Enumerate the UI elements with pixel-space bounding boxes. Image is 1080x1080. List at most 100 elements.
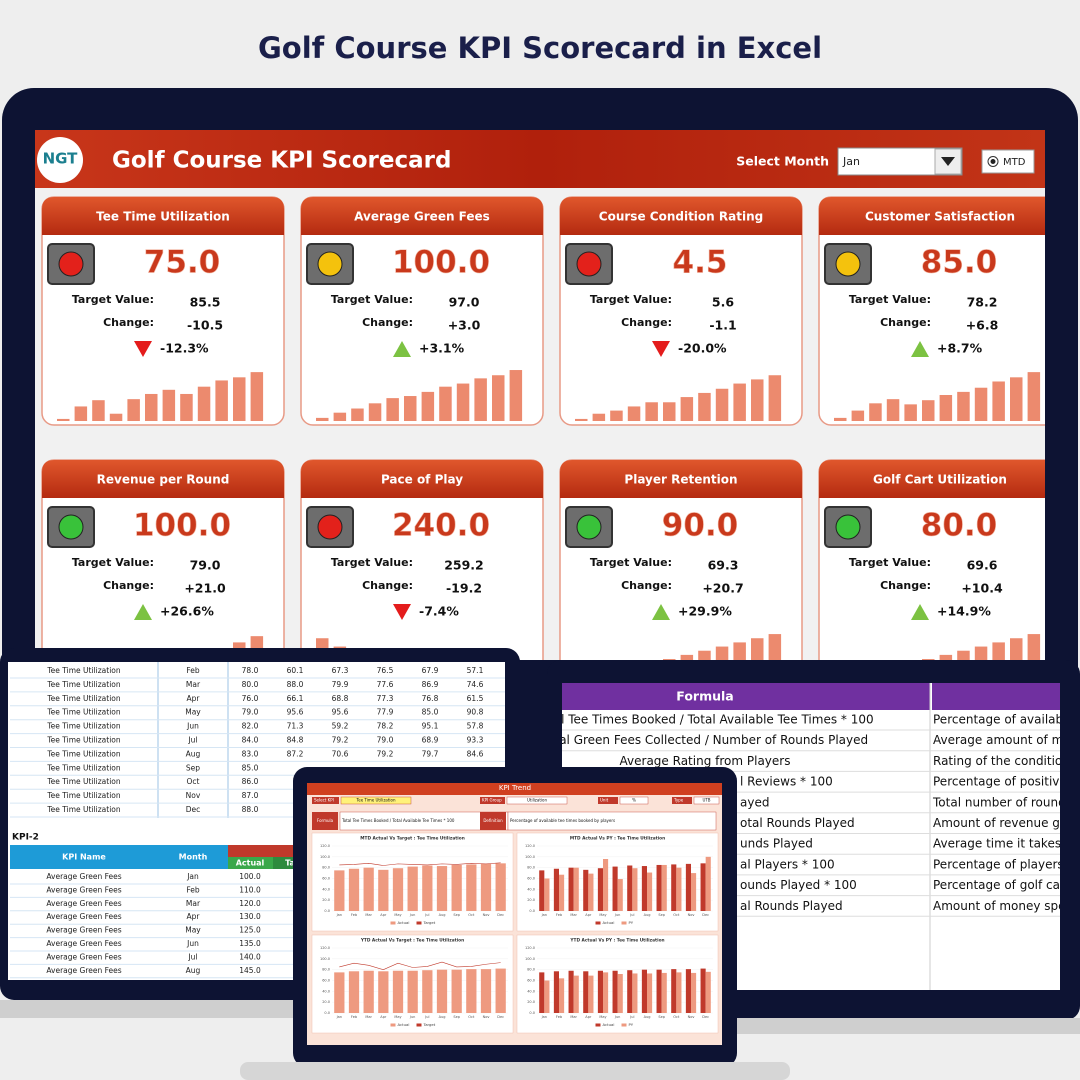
cell: 88.0 (242, 805, 259, 814)
x-tick-label: Aug (644, 1015, 651, 1019)
y-tick-label: 120.0 (525, 844, 535, 848)
chart-title: MTD Actual Vs Target : Tee Time Utilizat… (360, 836, 465, 842)
change-label: Change: (621, 316, 672, 329)
x-tick-label: Aug (439, 913, 446, 917)
cell: 67.3 (332, 666, 349, 675)
cell: 77.9 (377, 708, 394, 717)
kpi-value: 100.0 (133, 508, 231, 544)
target-value: 97.0 (449, 295, 480, 310)
field-label: KPI Group (482, 798, 502, 803)
page-title: Golf Course KPI Scorecard in Excel (258, 31, 822, 65)
change-arrow (911, 341, 929, 357)
description: Total number of rounds (932, 795, 1072, 809)
bar (627, 970, 633, 1013)
cell: 120.0 (239, 899, 261, 908)
x-tick-label: Jul (629, 1015, 634, 1019)
x-tick-label: Jan (336, 1015, 342, 1019)
formula-header (562, 683, 930, 710)
cell: 78.2 (377, 722, 394, 731)
spark-bar (733, 383, 746, 421)
kpi-value: 4.5 (673, 245, 728, 281)
chart-title: MTD Actual Vs PY : Tee Time Utilization (570, 836, 665, 842)
formula: ayed (740, 795, 769, 809)
spark-bar (834, 417, 847, 421)
target-label: Target Value: (849, 556, 931, 569)
bar (612, 970, 618, 1013)
kpi-name: Tee Time Utilization (46, 694, 120, 703)
bar (603, 859, 609, 911)
cell: Mar (186, 680, 201, 689)
x-tick-label: Sep (453, 1015, 460, 1019)
bar (661, 864, 667, 911)
cell: Average Green Fees (46, 885, 121, 894)
value-cell[interactable] (340, 796, 412, 805)
logo (37, 137, 83, 183)
cell: 85.0 (422, 708, 439, 717)
legend-swatch (595, 1023, 601, 1027)
change-percent: +14.9% (937, 604, 991, 619)
change-value: +6.8 (966, 318, 999, 333)
bar (671, 969, 677, 1013)
spark-bar (333, 412, 347, 421)
y-tick-label: 120.0 (320, 946, 330, 950)
bar (436, 866, 448, 911)
bar (676, 972, 682, 1013)
trend-title-bar (307, 783, 722, 795)
change-percent: +8.7% (937, 341, 983, 356)
cell: 71.3 (287, 722, 304, 731)
legend-swatch (621, 1023, 627, 1027)
cell: Jul (187, 952, 197, 961)
cell: Oct (187, 777, 200, 786)
spark-bar (404, 396, 417, 421)
mtd-option[interactable] (981, 149, 1035, 174)
status-light (576, 251, 602, 277)
x-tick-label: Jan (541, 913, 547, 917)
cell: 57.8 (467, 722, 484, 731)
change-value: -1.1 (709, 318, 736, 333)
kpi-name: Tee Time Utilization (46, 791, 120, 800)
spark-bar (663, 659, 676, 660)
bar (539, 972, 545, 1013)
cell: 77.6 (377, 680, 394, 689)
bar (553, 868, 559, 911)
bar (544, 980, 550, 1013)
kpi2-column-header: Actual (236, 859, 265, 868)
spark-bar (233, 377, 246, 421)
x-tick-label: Mar (365, 913, 372, 917)
label-cell (598, 797, 618, 804)
x-tick-label: Oct (673, 913, 680, 917)
y-tick-label: 40.0 (322, 989, 330, 993)
bar (700, 968, 706, 1013)
bar (588, 975, 594, 1013)
spark-bar (869, 403, 882, 421)
change-value: +20.7 (702, 581, 743, 596)
bar (627, 865, 633, 911)
value-cell (506, 796, 568, 805)
bar (436, 969, 448, 1013)
trend-title: KPI Trend (499, 784, 531, 792)
cell: 61.5 (467, 694, 484, 703)
change-label: Change: (103, 316, 154, 329)
bar (573, 975, 579, 1013)
change-arrow (652, 341, 670, 357)
spark-bar (509, 370, 523, 421)
field-value: UTB (702, 798, 710, 803)
spark-bar (851, 410, 865, 421)
spark-bar (92, 400, 105, 421)
cell: Jun (186, 939, 199, 948)
description: Rating of the condition o (933, 754, 1080, 768)
spark-bar (456, 383, 470, 421)
cell: May (185, 708, 201, 717)
kpi-name: Tee Time Utilization (46, 763, 120, 772)
card-header (560, 197, 802, 235)
bar (544, 878, 550, 911)
spark-bar (127, 399, 140, 421)
kpi-name: Tee Time Utilization (46, 708, 120, 717)
cell: 78.0 (242, 666, 259, 675)
x-tick-label: Jan (336, 913, 342, 917)
spark-bar (575, 418, 588, 421)
cell: 145.0 (239, 966, 261, 975)
kpi-value: 240.0 (392, 508, 490, 544)
legend-label: Actual (603, 1022, 615, 1027)
